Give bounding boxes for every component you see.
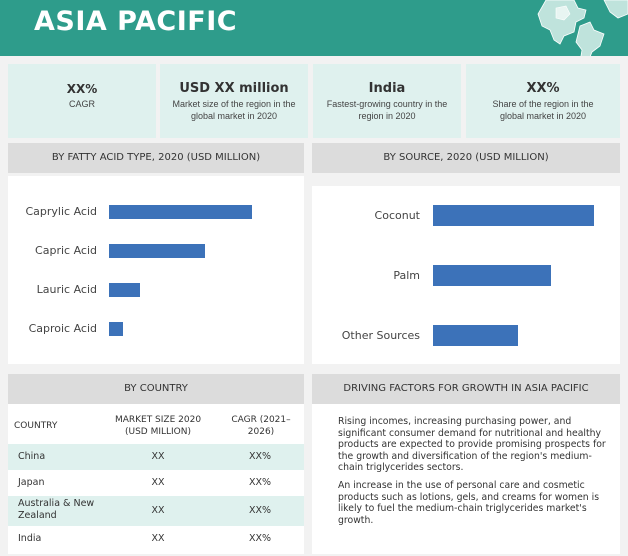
- category-label: Other Sources: [341, 328, 420, 342]
- column-header-cagr: CAGR (2021–2026): [231, 415, 291, 437]
- table-row: India XX XX%: [8, 526, 304, 552]
- bar: [109, 244, 205, 258]
- section-header-drivers: DRIVING FACTORS FOR GROWTH IN ASIA PACIF…: [312, 374, 620, 404]
- country-table: COUNTRY MARKET SIZE 2020 (USD MILLION) C…: [8, 404, 304, 554]
- category-label: Caproic Acid: [28, 322, 97, 335]
- market-size-cell: XX: [151, 505, 165, 516]
- asia-pacific-map-icon: [537, 0, 628, 62]
- table-row: China XX XX%: [8, 444, 304, 470]
- column-header-market-size: MARKET SIZE 2020 (USD MILLION): [114, 415, 202, 437]
- kpi-value: XX%: [66, 82, 98, 96]
- bar: [109, 322, 124, 336]
- kpi-market-size: USD XX million Market size of the region…: [160, 64, 308, 138]
- region-title: ASIA PACIFIC: [34, 6, 238, 37]
- kpi-description: Market size of the region in the global …: [172, 99, 296, 121]
- cagr-cell: XX%: [248, 505, 272, 516]
- bar: [433, 205, 594, 226]
- kpi-value: XX%: [526, 81, 560, 96]
- section-header-fatty-acid: BY FATTY ACID TYPE, 2020 (USD MILLION): [8, 143, 304, 173]
- driver-paragraph: Rising incomes, increasing purchasing po…: [338, 416, 606, 473]
- section-header-country: BY COUNTRY: [8, 374, 304, 404]
- country-cell: China: [18, 451, 46, 462]
- fatty-acid-chart: Caprylic Acid Capric Acid Lauric Acid Capro…: [8, 176, 304, 364]
- category-label: Caprylic Acid: [25, 205, 97, 218]
- kpi-description: Fastest-growing country in the region in…: [326, 99, 448, 121]
- kpi-share: XX% Share of the region in the global ma…: [466, 64, 620, 138]
- table-row: Australia & New Zealand XX XX%: [8, 496, 304, 526]
- category-label: Palm: [393, 268, 420, 282]
- table-row: Japan XX XX%: [8, 470, 304, 496]
- drivers-text-box: Rising incomes, increasing purchasing po…: [312, 404, 620, 554]
- bar: [109, 283, 141, 297]
- kpi-fastest-growing: India Fastest-growing country in the reg…: [313, 64, 461, 138]
- kpi-value: USD XX million: [179, 81, 289, 96]
- bar: [433, 265, 551, 286]
- kpi-cagr: XX% CAGR: [8, 64, 156, 138]
- market-size-cell: XX: [151, 477, 165, 488]
- column-header-country: COUNTRY: [14, 421, 58, 431]
- driver-paragraph: An increase in the use of personal care …: [338, 480, 600, 526]
- kpi-value: India: [368, 81, 406, 96]
- bar: [109, 205, 252, 219]
- bar: [433, 325, 519, 346]
- source-chart: Coconut Palm Other Sources: [312, 186, 620, 364]
- category-label: Capric Acid: [35, 244, 97, 257]
- kpi-description: Share of the region in the global market…: [492, 99, 594, 121]
- country-cell: India: [18, 533, 42, 544]
- category-label: Coconut: [374, 208, 420, 222]
- market-size-cell: XX: [151, 451, 165, 462]
- cagr-cell: XX%: [248, 477, 272, 488]
- country-cell: Australia & New Zealand: [18, 498, 95, 521]
- cagr-cell: XX%: [248, 533, 272, 544]
- market-size-cell: XX: [151, 533, 165, 544]
- category-label: Lauric Acid: [36, 283, 97, 296]
- kpi-description: CAGR: [68, 99, 95, 109]
- section-header-source: BY SOURCE, 2020 (USD MILLION): [312, 143, 620, 173]
- cagr-cell: XX%: [248, 451, 272, 462]
- header-banner: ASIA PACIFIC: [0, 0, 628, 62]
- country-cell: Japan: [18, 477, 45, 488]
